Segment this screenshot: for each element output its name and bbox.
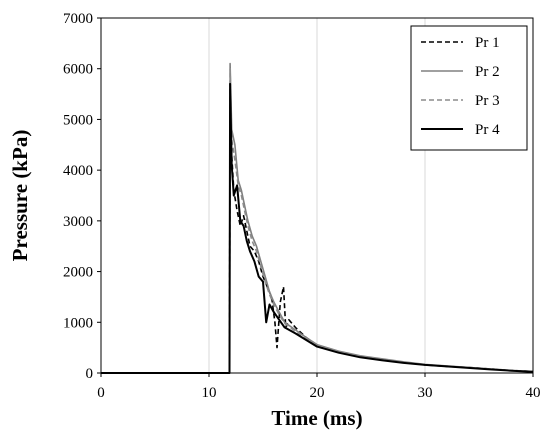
legend-label: Pr 1	[475, 35, 500, 51]
y-tick-label: 1000	[63, 315, 93, 331]
y-tick-label: 2000	[63, 265, 93, 281]
ticks-layer: 0 10 20 30 40 0 1000 2000 3000 4000 5000 6000 7000	[63, 11, 541, 401]
y-tick-label: 4000	[63, 163, 93, 179]
y-tick-label: 3000	[63, 214, 93, 230]
x-tick-label: 0	[97, 385, 105, 401]
x-tick-label: 10	[202, 385, 217, 401]
series-layer	[101, 62, 534, 374]
y-tick-label: 6000	[63, 62, 93, 78]
legend: Pr 1 Pr 2 Pr 3 Pr 4	[410, 25, 528, 151]
x-tick-label: 30	[418, 385, 433, 401]
y-tick-label: 7000	[63, 11, 93, 27]
legend-label: Pr 4	[475, 122, 500, 138]
legend-box	[410, 25, 528, 151]
y-axis-title: Pressure (kPa)	[8, 130, 32, 262]
series-line-pr-4	[101, 82, 534, 374]
x-tick-label: 20	[310, 385, 325, 401]
y-tick-label: 5000	[63, 112, 93, 128]
legend-label: Pr 3	[475, 93, 500, 109]
legend-label: Pr 2	[475, 64, 500, 80]
x-tick-label: 40	[526, 385, 541, 401]
y-tick-label: 0	[86, 366, 94, 382]
x-axis-title: Time (ms)	[271, 406, 362, 430]
